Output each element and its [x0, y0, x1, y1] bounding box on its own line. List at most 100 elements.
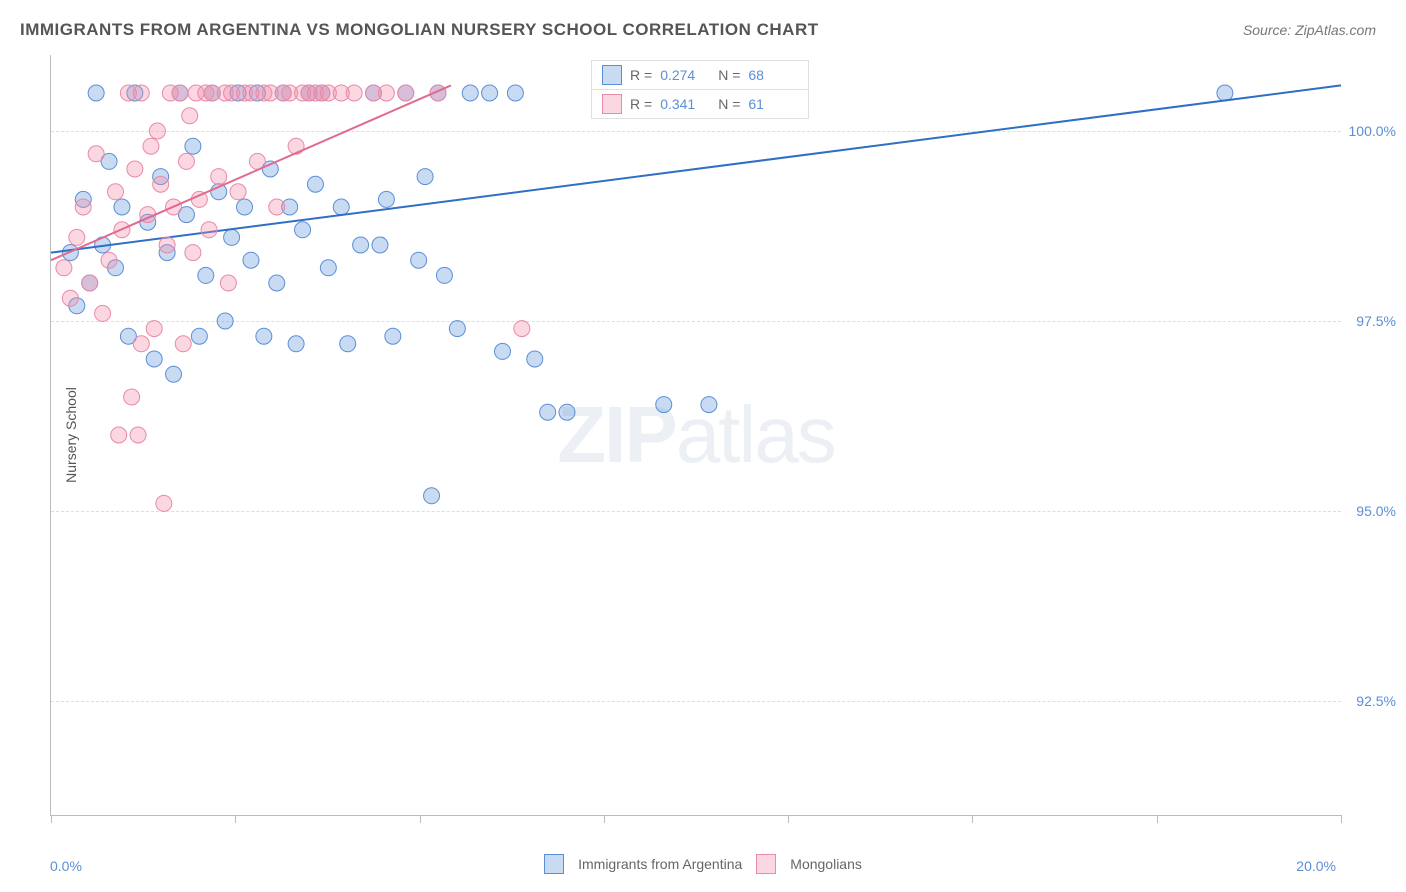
r-label: R = — [630, 67, 652, 83]
scatter-point-mongolians — [378, 85, 394, 101]
scatter-point-argentina — [295, 222, 311, 238]
x-tick — [235, 815, 236, 823]
plot-area: ZIPatlas 92.5%95.0%97.5%100.0% R = 0.274… — [50, 55, 1341, 816]
scatter-point-mongolians — [398, 85, 414, 101]
x-tick — [604, 815, 605, 823]
scatter-point-mongolians — [288, 138, 304, 154]
scatter-point-argentina — [269, 275, 285, 291]
r-value-argentina: 0.274 — [660, 67, 710, 83]
scatter-point-mongolians — [133, 85, 149, 101]
scatter-point-mongolians — [101, 252, 117, 268]
r-value-mongolians: 0.341 — [660, 96, 710, 112]
y-tick-label: 100.0% — [1349, 123, 1396, 139]
correlation-legend-row: R = 0.274 N = 68 — [592, 61, 808, 90]
scatter-point-mongolians — [153, 176, 169, 192]
scatter-point-mongolians — [185, 245, 201, 261]
n-label: N = — [718, 67, 740, 83]
scatter-point-argentina — [243, 252, 259, 268]
scatter-point-argentina — [417, 169, 433, 185]
scatter-point-argentina — [288, 336, 304, 352]
scatter-point-mongolians — [346, 85, 362, 101]
scatter-point-argentina — [482, 85, 498, 101]
swatch-mongolians — [602, 94, 622, 114]
scatter-svg — [51, 55, 1341, 815]
scatter-point-mongolians — [82, 275, 98, 291]
scatter-point-mongolians — [130, 427, 146, 443]
scatter-point-argentina — [224, 229, 240, 245]
scatter-point-mongolians — [220, 275, 236, 291]
scatter-point-argentina — [320, 260, 336, 276]
scatter-point-mongolians — [95, 305, 111, 321]
x-tick — [972, 815, 973, 823]
scatter-point-argentina — [540, 404, 556, 420]
x-tick — [420, 815, 421, 823]
scatter-point-argentina — [217, 313, 233, 329]
scatter-point-argentina — [424, 488, 440, 504]
scatter-point-mongolians — [62, 290, 78, 306]
scatter-point-argentina — [372, 237, 388, 253]
scatter-point-mongolians — [124, 389, 140, 405]
scatter-point-mongolians — [178, 153, 194, 169]
scatter-point-mongolians — [172, 85, 188, 101]
scatter-point-argentina — [191, 328, 207, 344]
scatter-point-argentina — [411, 252, 427, 268]
x-tick — [51, 815, 52, 823]
legend-label-mongolians: Mongolians — [790, 856, 862, 872]
correlation-legend: R = 0.274 N = 68 R = 0.341 N = 61 — [591, 60, 809, 119]
scatter-point-mongolians — [159, 237, 175, 253]
scatter-point-argentina — [237, 199, 253, 215]
scatter-point-argentina — [385, 328, 401, 344]
scatter-point-argentina — [185, 138, 201, 154]
scatter-point-mongolians — [143, 138, 159, 154]
chart-container: IMMIGRANTS FROM ARGENTINA VS MONGOLIAN N… — [0, 0, 1406, 892]
scatter-point-argentina — [462, 85, 478, 101]
scatter-point-argentina — [166, 366, 182, 382]
swatch-argentina — [544, 854, 564, 874]
scatter-point-mongolians — [269, 199, 285, 215]
scatter-point-mongolians — [146, 321, 162, 337]
scatter-point-argentina — [378, 191, 394, 207]
y-tick-label: 95.0% — [1356, 503, 1396, 519]
source-attribution: Source: ZipAtlas.com — [1243, 22, 1376, 38]
chart-title: IMMIGRANTS FROM ARGENTINA VS MONGOLIAN N… — [20, 20, 819, 40]
scatter-point-argentina — [559, 404, 575, 420]
scatter-point-mongolians — [133, 336, 149, 352]
correlation-legend-row: R = 0.341 N = 61 — [592, 90, 808, 118]
scatter-point-mongolians — [175, 336, 191, 352]
scatter-point-mongolians — [69, 229, 85, 245]
r-label: R = — [630, 96, 652, 112]
scatter-point-argentina — [1217, 85, 1233, 101]
y-tick-label: 92.5% — [1356, 693, 1396, 709]
x-tick — [1157, 815, 1158, 823]
scatter-point-mongolians — [514, 321, 530, 337]
scatter-point-mongolians — [149, 123, 165, 139]
scatter-point-mongolians — [75, 199, 91, 215]
x-tick — [788, 815, 789, 823]
scatter-point-argentina — [656, 397, 672, 413]
scatter-point-mongolians — [88, 146, 104, 162]
y-tick-label: 97.5% — [1356, 313, 1396, 329]
scatter-point-mongolians — [182, 108, 198, 124]
series-legend: Immigrants from Argentina Mongolians — [0, 854, 1406, 874]
swatch-mongolians — [756, 854, 776, 874]
n-label: N = — [718, 96, 740, 112]
scatter-point-mongolians — [127, 161, 143, 177]
n-value-mongolians: 61 — [748, 96, 798, 112]
scatter-point-argentina — [495, 343, 511, 359]
scatter-point-mongolians — [230, 184, 246, 200]
scatter-point-mongolians — [211, 169, 227, 185]
scatter-point-argentina — [507, 85, 523, 101]
scatter-point-argentina — [88, 85, 104, 101]
scatter-point-argentina — [307, 176, 323, 192]
legend-label-argentina: Immigrants from Argentina — [578, 856, 742, 872]
scatter-point-argentina — [146, 351, 162, 367]
trend-line-mongolians — [51, 85, 451, 260]
scatter-point-mongolians — [111, 427, 127, 443]
scatter-point-argentina — [449, 321, 465, 337]
scatter-point-argentina — [198, 267, 214, 283]
scatter-point-mongolians — [156, 495, 172, 511]
scatter-point-argentina — [114, 199, 130, 215]
scatter-point-argentina — [333, 199, 349, 215]
scatter-point-argentina — [340, 336, 356, 352]
scatter-point-argentina — [256, 328, 272, 344]
